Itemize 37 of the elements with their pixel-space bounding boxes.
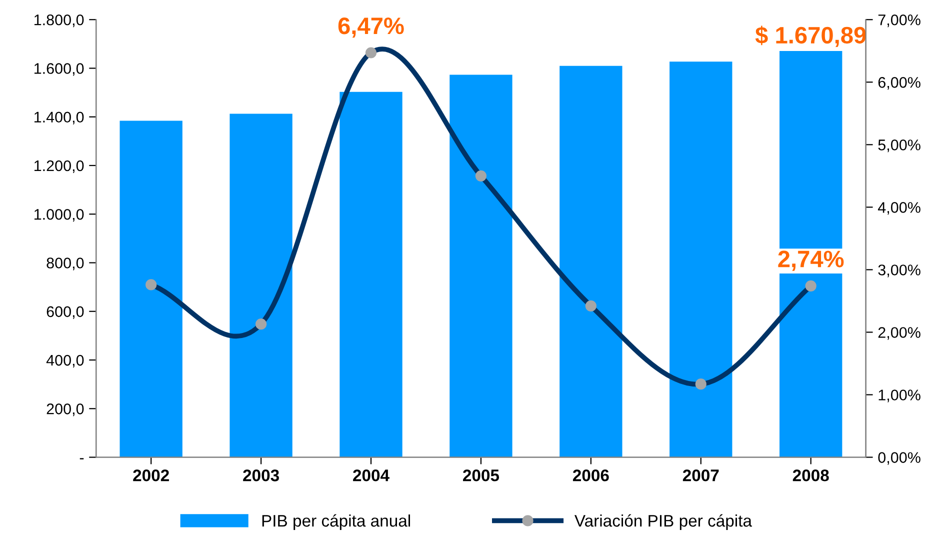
y-tick-label: 1.400,0 bbox=[34, 112, 84, 124]
y-tick-label: 600,0 bbox=[46, 306, 84, 319]
y-tick-label: 1.800,0 bbox=[34, 14, 84, 28]
y-tick-label: 200,0 bbox=[46, 403, 84, 416]
y2-tick-label: 7,00% bbox=[878, 14, 920, 28]
bar bbox=[560, 66, 622, 458]
y-tick-label: 1.000,0 bbox=[34, 208, 84, 222]
y2-tick-label: 6,00% bbox=[878, 77, 920, 90]
bar bbox=[120, 120, 182, 458]
y-tick-label: - bbox=[80, 458, 84, 460]
bar bbox=[340, 92, 402, 458]
data-label: 6,47% bbox=[338, 17, 404, 38]
y2-tick-label: 2,00% bbox=[878, 327, 920, 340]
x-tick-label: 2008 bbox=[792, 470, 829, 482]
x-tick-label: 2004 bbox=[353, 470, 390, 482]
y2-tick-label: 1,00% bbox=[878, 390, 920, 402]
x-tick-label: 2003 bbox=[243, 470, 279, 482]
y2-tick-label: 0,00% bbox=[878, 452, 920, 465]
legend-label: Variación PIB per cápita bbox=[574, 514, 752, 530]
bar bbox=[670, 62, 732, 458]
x-tick-label: 2006 bbox=[572, 470, 609, 482]
bar bbox=[780, 51, 842, 458]
x-tick-label: 2007 bbox=[682, 470, 719, 482]
legend-label: PIB per cápita anual bbox=[262, 514, 410, 530]
y2-tick-label: 4,00% bbox=[878, 202, 920, 215]
y-tick-label: 400,0 bbox=[46, 354, 84, 368]
y-tick-label: 800,0 bbox=[46, 258, 84, 270]
y2-tick-label: 5,00% bbox=[878, 140, 920, 152]
x-tick-label: 2005 bbox=[463, 470, 500, 482]
bar bbox=[230, 114, 292, 458]
x-tick-label: 2002 bbox=[133, 470, 169, 482]
data-label: $ 1.670,89 bbox=[755, 26, 866, 47]
data-label: 2,74% bbox=[778, 250, 844, 271]
y-tick-label: 1.600,0 bbox=[34, 63, 84, 76]
y2-tick-label: 3,00% bbox=[878, 264, 920, 278]
bar bbox=[450, 74, 512, 458]
y-tick-label: 1.200,0 bbox=[34, 160, 84, 173]
